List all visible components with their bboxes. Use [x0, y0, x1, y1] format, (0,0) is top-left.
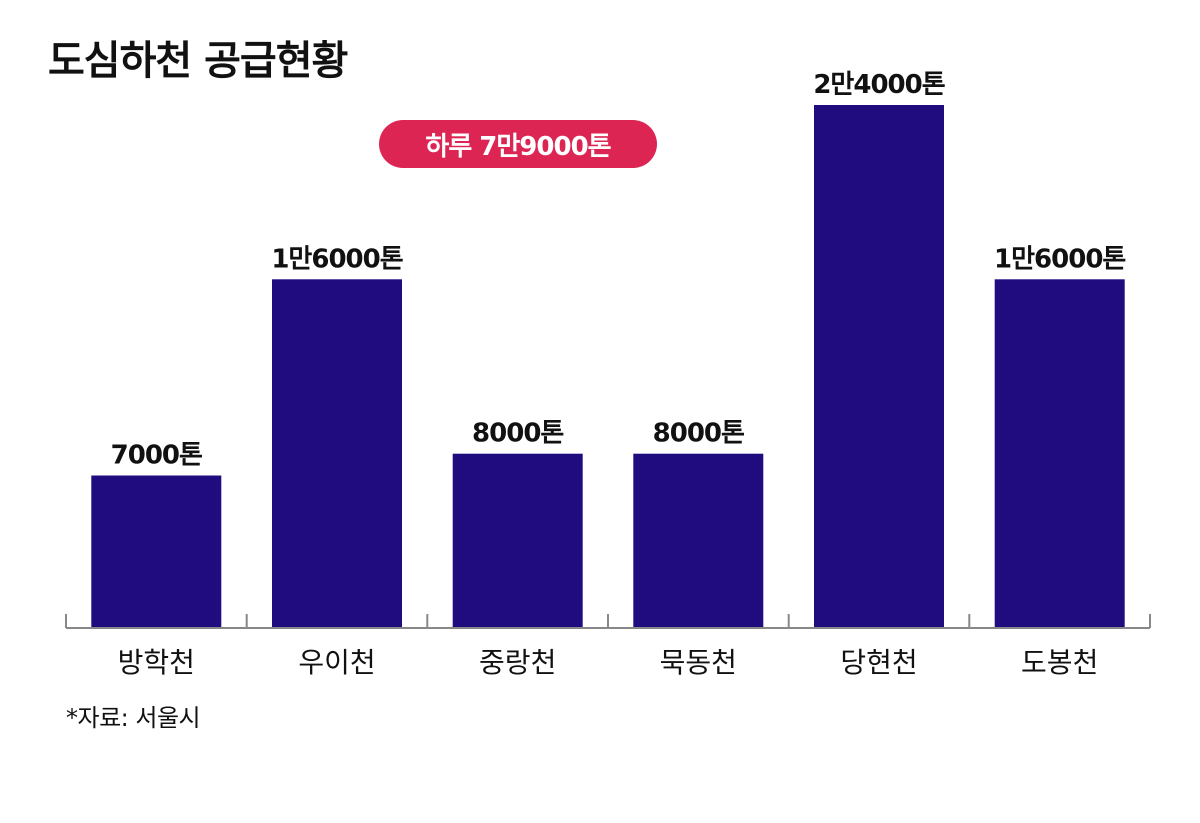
value-label-2: 1만6000톤: [271, 244, 402, 274]
category-label-6: 도봉천: [1021, 646, 1098, 679]
value-label-3: 8000톤: [472, 419, 563, 449]
x-axis: [65, 614, 1151, 629]
category-label-5: 당현천: [840, 646, 917, 679]
value-labels-group: 7000톤 1만6000톤 8000톤 8000톤 2만4000톤 1만6000톤: [111, 70, 1127, 471]
bar-3: [452, 453, 583, 628]
total-supply-badge: 하루 7만9000톤: [379, 120, 657, 168]
chart-title: 도심하천 공급현황: [48, 38, 348, 84]
value-label-4: 8000톤: [653, 419, 744, 449]
value-label-1: 7000톤: [111, 441, 202, 471]
bars-group: [91, 105, 1125, 628]
bar-2: [272, 279, 402, 628]
bar-1: [91, 475, 222, 628]
category-label-2: 우이천: [298, 646, 375, 679]
source-note: *자료: 서울시: [66, 704, 201, 732]
category-label-1: 방학천: [118, 646, 195, 679]
bar-5: [814, 105, 944, 628]
bar-4: [633, 453, 764, 628]
category-label-4: 묵동천: [660, 646, 737, 679]
category-label-3: 중랑천: [479, 646, 556, 679]
value-label-6: 1만6000톤: [994, 244, 1125, 274]
category-labels-group: 방학천 우이천 중랑천 묵동천 당현천 도봉천: [118, 646, 1099, 679]
value-label-5: 2만4000톤: [813, 70, 944, 100]
bar-6: [994, 279, 1125, 628]
